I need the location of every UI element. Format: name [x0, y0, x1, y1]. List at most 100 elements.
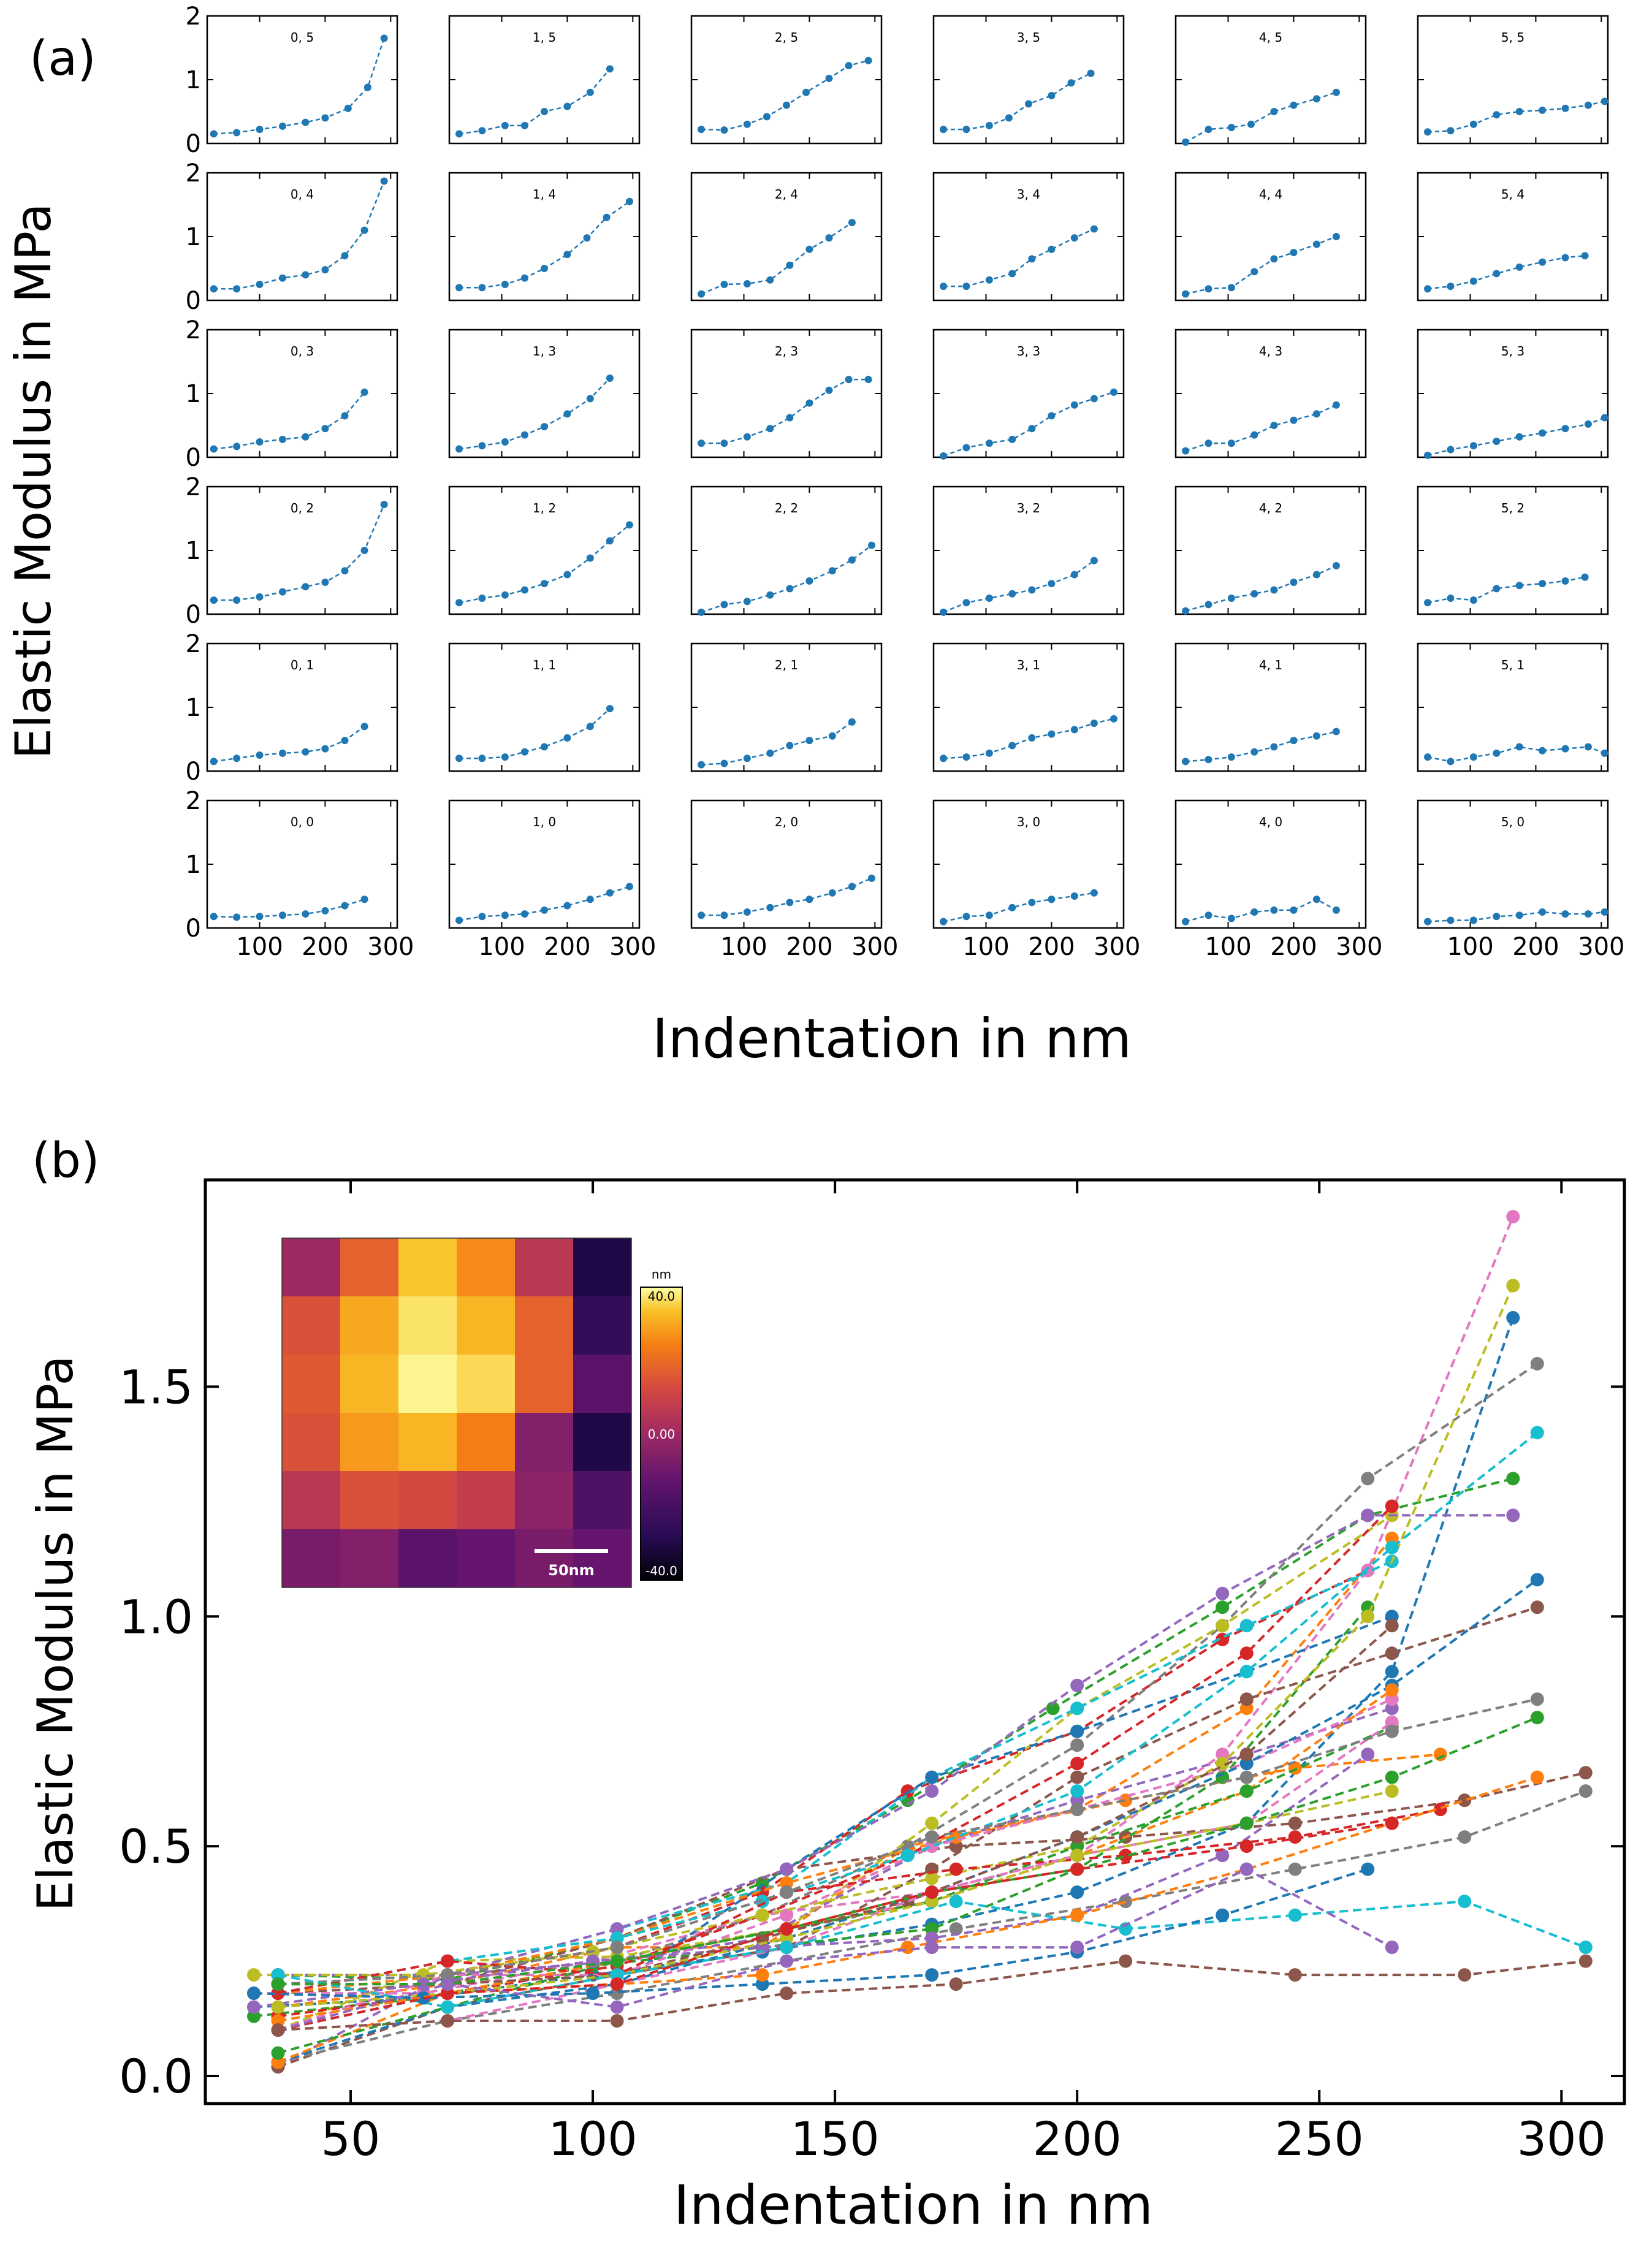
main-data-point: [586, 1987, 600, 2001]
grid-cell: 0 1 2 0, 3: [186, 316, 398, 472]
x-tick-label: 200: [1033, 2112, 1122, 2166]
cell-data-point: [1312, 410, 1320, 418]
main-data-point: [1119, 1849, 1133, 1863]
x-tick-label: 300: [367, 933, 414, 961]
cell-data-point: [1270, 422, 1278, 429]
cell-data-point: [805, 245, 813, 253]
small-multiples-grid: 0 1 2 0, 5 1, 5 2, 5 3, 5 4, 5 5, 5 0 1 2 0, 4 1, 4 2,…: [186, 2, 1625, 961]
main-data-point: [1239, 1784, 1254, 1798]
cell-data-point: [1070, 234, 1078, 242]
cell-data-point: [1469, 277, 1477, 285]
cell-data-point: [256, 913, 264, 921]
main-series: [271, 1508, 1520, 1982]
main-data-point: [1530, 1573, 1544, 1587]
main-series: [271, 1816, 1399, 2037]
cell-data-point: [210, 130, 218, 138]
grid-cell: 0 1 2 0, 4: [186, 159, 398, 315]
cell-data-point: [1515, 743, 1523, 751]
cell-data-point: [256, 438, 264, 446]
cell-data-point: [520, 121, 528, 129]
cell-title: 4, 4: [1259, 187, 1282, 202]
cell-data-point: [455, 130, 463, 138]
grid-cell: 4, 1: [1174, 642, 1367, 772]
cell-data-point: [360, 723, 368, 731]
main-data-point: [925, 1830, 939, 1844]
main-data-point: [247, 1987, 261, 2001]
cell-data-point: [1250, 431, 1258, 439]
cell-title: 4, 0: [1259, 815, 1282, 829]
cell-data-point: [563, 734, 571, 742]
cell-data-point: [743, 598, 751, 606]
main-data-point: [1070, 1757, 1084, 1771]
main-data-point: [271, 2023, 285, 2037]
cell-data-point: [302, 910, 310, 918]
heatmap-cell: [282, 1413, 341, 1472]
cell-title: 2, 5: [775, 30, 798, 45]
cell-data-point: [380, 34, 388, 42]
cell-data-point: [962, 126, 970, 134]
panel-b-xlabel: Indentation in nm: [674, 2173, 1153, 2237]
main-data-point: [1385, 1941, 1399, 1955]
cell-data-point: [1539, 258, 1547, 266]
main-data-point: [1385, 1816, 1399, 1830]
heatmap-cell: [282, 1529, 341, 1588]
cell-data-point: [1182, 607, 1190, 615]
cell-data-point: [1515, 911, 1523, 919]
main-data-point: [925, 1871, 939, 1885]
cell-data-point: [1008, 590, 1016, 598]
main-data-point: [1288, 1908, 1302, 1922]
y-tick-label: 0: [186, 444, 201, 472]
cell-data-point: [321, 266, 329, 274]
cell-data-point: [1493, 585, 1501, 593]
cell-data-point: [1584, 101, 1592, 109]
cell-data-point: [1561, 577, 1569, 585]
main-series-line: [278, 1569, 1369, 1977]
cell-title: 4, 2: [1259, 501, 1282, 515]
main-data-point: [416, 1977, 430, 1991]
cell-data-point: [1070, 892, 1078, 900]
cell-data-point: [541, 906, 548, 914]
cell-data-point: [1601, 749, 1608, 757]
main-data-point: [1385, 1683, 1399, 1697]
cell-series-line: [1427, 746, 1605, 762]
heatmap-cell: [573, 1413, 632, 1472]
cell-title: 3, 2: [1017, 501, 1040, 515]
cell-title: 1, 1: [533, 658, 556, 672]
grid-cell: 100 200 300 2, 0: [690, 799, 898, 961]
cell-data-point: [1205, 911, 1212, 919]
cell-title: 5, 2: [1501, 501, 1524, 515]
main-data-point: [1070, 1830, 1084, 1844]
cell-data-point: [698, 911, 706, 919]
main-data-point: [1070, 1724, 1084, 1738]
heatmap-cell: [515, 1471, 574, 1530]
main-data-point: [780, 1987, 794, 2001]
main-plot-axes: 0.0 0.5 1.0 1.5 50 100 150 200 250 300: [119, 1178, 1626, 2166]
cell-data-point: [940, 755, 948, 762]
main-data-point: [1216, 1586, 1230, 1600]
grid-cell: 4, 5: [1174, 15, 1367, 146]
cell-data-point: [985, 749, 993, 757]
cell-data-point: [1332, 88, 1340, 96]
cell-data-point: [478, 442, 486, 450]
heatmap-cell: [340, 1238, 399, 1297]
cell-data-point: [1028, 899, 1036, 907]
x-tick-label: 200: [1512, 933, 1559, 961]
y-tick-label: 0.5: [119, 1819, 193, 1874]
cell-data-point: [1090, 720, 1098, 727]
cell-data-point: [1048, 245, 1056, 253]
cell-data-point: [1247, 120, 1255, 128]
cell-data-point: [233, 443, 241, 451]
main-data-point: [1216, 1600, 1230, 1614]
cell-data-point: [1424, 128, 1432, 136]
cell-title: 5, 1: [1501, 658, 1524, 672]
cell-data-point: [698, 761, 706, 769]
cell-data-point: [360, 226, 368, 234]
cell-data-point: [848, 883, 856, 891]
cell-series-line: [1427, 254, 1585, 290]
cell-data-point: [1584, 420, 1592, 428]
cell-data-point: [940, 608, 948, 616]
x-tick-label: 100: [720, 933, 767, 961]
cell-title: 3, 4: [1017, 187, 1040, 202]
cell-series-line: [1427, 417, 1605, 457]
cell-data-point: [1539, 908, 1547, 916]
